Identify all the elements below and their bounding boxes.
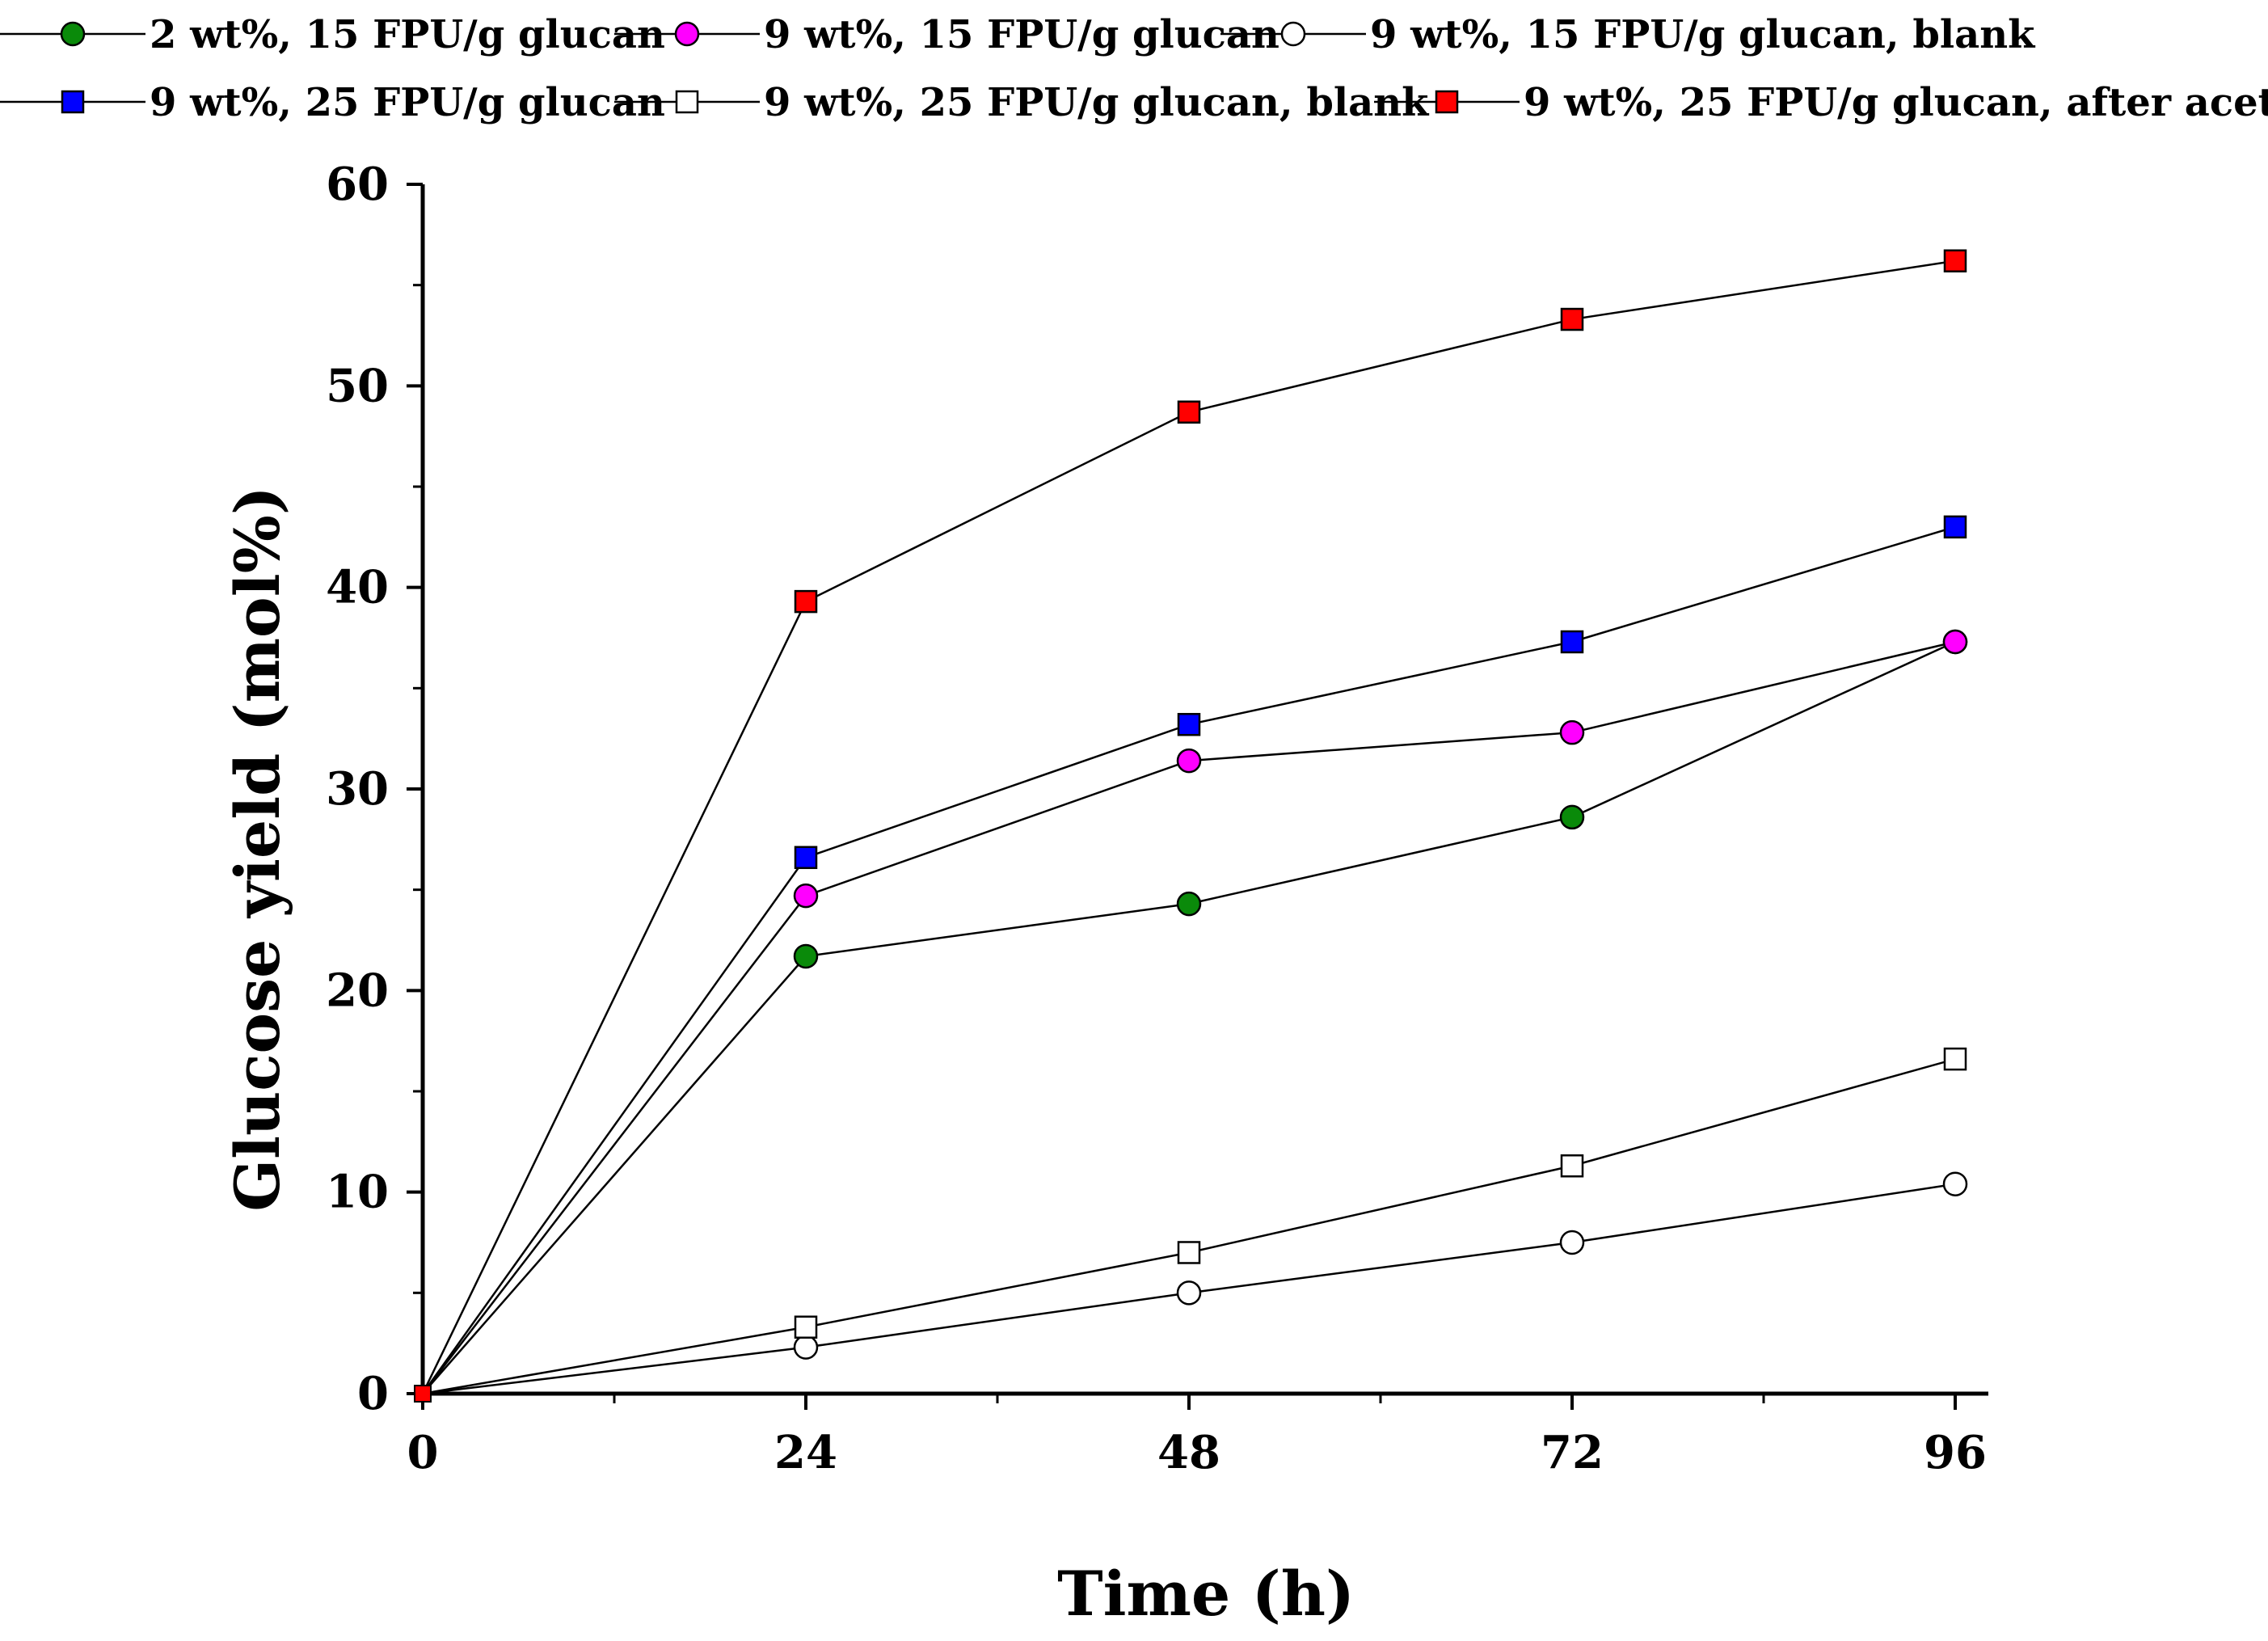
- data-point: [1942, 1171, 1968, 1196]
- legend-marker: [1280, 21, 1306, 47]
- y-tick-label: 60: [326, 158, 389, 211]
- legend-label: 9 wt%, 25 FPU/g glucan: [150, 80, 665, 125]
- data-point: [1560, 630, 1584, 654]
- y-tick-label: 30: [326, 762, 389, 816]
- data-point-origin: [414, 1385, 432, 1403]
- y-tick-label: 0: [357, 1367, 389, 1420]
- legend-label: 9 wt%, 25 FPU/g glucan, after acetone: [1524, 80, 2268, 125]
- legend-marker: [60, 21, 86, 47]
- legend-label: 9 wt%, 25 FPU/g glucan, blank: [764, 80, 1430, 125]
- legend-item-5: 9 wt%, 25 FPU/g glucan, blank: [614, 80, 1430, 125]
- data-point: [793, 943, 819, 969]
- y-tick-label: 10: [326, 1166, 389, 1219]
- data-point: [794, 1315, 818, 1339]
- legend: 2 wt%, 15 FPU/g glucan 9 wt%, 15 FPU/g gl…: [0, 12, 2268, 125]
- data-point: [1942, 629, 1968, 655]
- y-tick-label: 20: [326, 964, 389, 1017]
- x-tick-label: 0: [407, 1426, 439, 1479]
- x-tick-label: 72: [1541, 1426, 1604, 1479]
- series-lines: [421, 259, 1956, 1395]
- y-tick-label: 40: [326, 561, 389, 614]
- data-point: [1943, 515, 1967, 539]
- legend-label: 9 wt%, 15 FPU/g glucan: [764, 12, 1279, 57]
- data-point: [794, 589, 818, 614]
- legend-marker: [61, 90, 85, 114]
- data-point: [1176, 1280, 1202, 1306]
- legend-item-1: 2 wt%, 15 FPU/g glucan: [0, 12, 665, 57]
- x-axis-title: Time (h): [1057, 1558, 1355, 1630]
- legend-item-6: 9 wt%, 25 FPU/g glucan, after acetone: [1374, 80, 2268, 125]
- legend-label: 9 wt%, 15 FPU/g glucan, blank: [1370, 12, 2036, 57]
- data-point: [1943, 249, 1967, 272]
- y-axis-title: Glucose yield (mol%): [221, 486, 293, 1212]
- x-tick-label: 24: [774, 1426, 837, 1479]
- legend-marker: [675, 90, 699, 114]
- data-point: [1560, 1154, 1584, 1178]
- legend-marker: [674, 21, 700, 47]
- legend-item-2: 9 wt%, 15 FPU/g glucan: [614, 12, 1279, 57]
- axes: [420, 184, 1988, 1396]
- data-point: [1176, 748, 1202, 774]
- data-point: [1176, 891, 1202, 917]
- series-markers: [414, 249, 1968, 1403]
- ticks: 0 24 48 72 96 0 10 20 30 40 50 60: [326, 158, 1987, 1479]
- series-line-6: [421, 259, 1956, 1394]
- data-point: [793, 883, 819, 909]
- data-point: [1559, 719, 1585, 745]
- legend-marker: [1435, 90, 1459, 114]
- x-tick-label: 48: [1157, 1426, 1220, 1479]
- data-point: [793, 1335, 819, 1360]
- data-point: [1177, 400, 1201, 424]
- data-point: [1177, 712, 1201, 736]
- data-point: [1560, 307, 1584, 331]
- series-line-5: [422, 1057, 1956, 1395]
- y-tick-label: 50: [326, 359, 389, 412]
- legend-item-4: 9 wt%, 25 FPU/g glucan: [0, 80, 665, 125]
- data-point: [1559, 1230, 1585, 1255]
- data-point: [1943, 1047, 1967, 1071]
- legend-label: 2 wt%, 15 FPU/g glucan: [150, 12, 665, 57]
- data-point: [1177, 1241, 1201, 1264]
- legend-item-3: 9 wt%, 15 FPU/g glucan, blank: [1220, 12, 2036, 57]
- data-point: [1559, 804, 1585, 830]
- x-tick-label: 96: [1924, 1426, 1987, 1479]
- data-point: [794, 846, 818, 870]
